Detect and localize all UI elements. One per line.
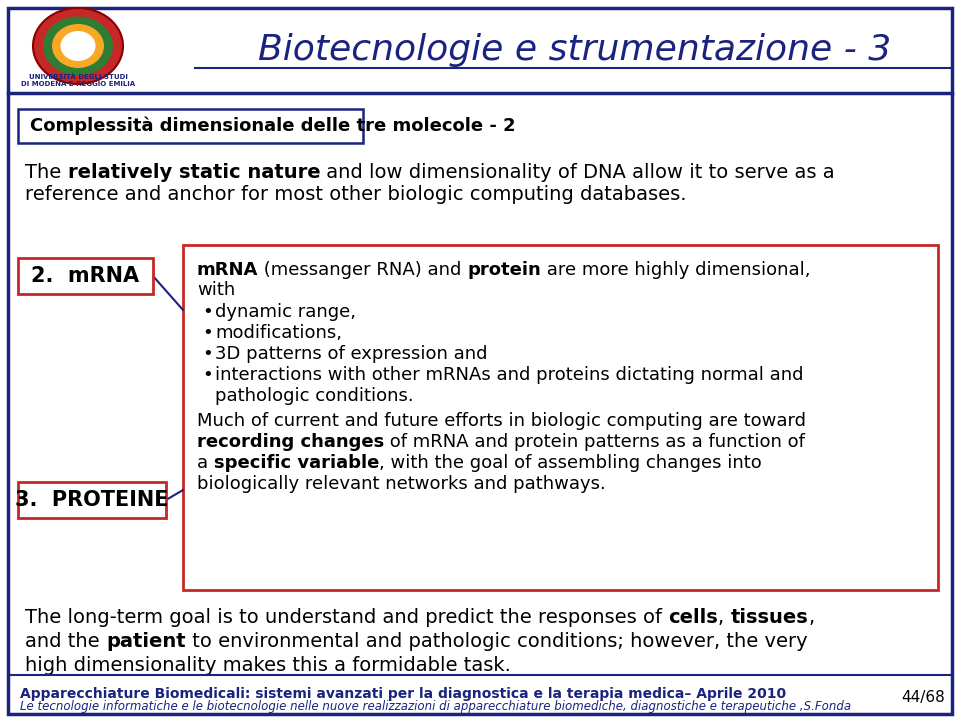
Text: a: a xyxy=(197,454,214,472)
Bar xyxy=(18,109,363,143)
Text: recording changes: recording changes xyxy=(197,433,384,451)
Text: interactions with other mRNAs and proteins dictating normal and: interactions with other mRNAs and protei… xyxy=(215,366,804,384)
Text: The: The xyxy=(25,163,67,182)
Text: reference and anchor for most other biologic computing databases.: reference and anchor for most other biol… xyxy=(25,185,686,204)
Text: , with the goal of assembling changes into: , with the goal of assembling changes in… xyxy=(379,454,762,472)
Bar xyxy=(183,245,938,590)
Text: tissues: tissues xyxy=(731,608,808,627)
Ellipse shape xyxy=(43,17,113,76)
Text: pathologic conditions.: pathologic conditions. xyxy=(215,387,414,405)
Text: with: with xyxy=(197,281,235,299)
Text: (messanger RNA) and: (messanger RNA) and xyxy=(258,261,468,279)
Text: 3.  PROTEINE: 3. PROTEINE xyxy=(15,490,169,510)
Text: modifications,: modifications, xyxy=(215,324,342,342)
Text: to environmental and pathologic conditions; however, the very: to environmental and pathologic conditio… xyxy=(185,632,807,651)
Bar xyxy=(18,482,166,518)
Text: Le tecnologie informatiche e le biotecnologie nelle nuove realizzazioni di appar: Le tecnologie informatiche e le biotecno… xyxy=(20,700,852,713)
Text: •: • xyxy=(202,345,213,363)
Text: dynamic range,: dynamic range, xyxy=(215,303,356,321)
Bar xyxy=(18,258,153,294)
Text: Much of current and future efforts in biologic computing are toward: Much of current and future efforts in bi… xyxy=(197,412,806,430)
Text: ,: , xyxy=(808,608,814,627)
Ellipse shape xyxy=(52,24,104,68)
Text: The long-term goal is to understand and predict the responses of: The long-term goal is to understand and … xyxy=(25,608,668,627)
Text: 44/68: 44/68 xyxy=(901,690,945,705)
Text: 2.  mRNA: 2. mRNA xyxy=(32,266,139,286)
Text: and low dimensionality of DNA allow it to serve as a: and low dimensionality of DNA allow it t… xyxy=(320,163,835,182)
Text: Biotecnologie e strumentazione - 3: Biotecnologie e strumentazione - 3 xyxy=(258,33,892,67)
Text: patient: patient xyxy=(106,632,185,651)
Text: •: • xyxy=(202,366,213,384)
Ellipse shape xyxy=(60,31,95,61)
Text: relatively static nature: relatively static nature xyxy=(67,163,320,182)
Text: are more highly dimensional,: are more highly dimensional, xyxy=(541,261,811,279)
Text: high dimensionality makes this a formidable task.: high dimensionality makes this a formida… xyxy=(25,656,511,675)
Text: of mRNA and protein patterns as a function of: of mRNA and protein patterns as a functi… xyxy=(384,433,805,451)
Text: Apparecchiature Biomedicali: sistemi avanzati per la diagnostica e la terapia me: Apparecchiature Biomedicali: sistemi ava… xyxy=(20,687,786,701)
Ellipse shape xyxy=(33,8,123,84)
Text: 3D patterns of expression and: 3D patterns of expression and xyxy=(215,345,488,363)
Text: ,: , xyxy=(718,608,731,627)
Text: protein: protein xyxy=(468,261,541,279)
Text: and the: and the xyxy=(25,632,106,651)
Text: •: • xyxy=(202,303,213,321)
Text: cells: cells xyxy=(668,608,718,627)
Text: specific variable: specific variable xyxy=(214,454,379,472)
Text: •: • xyxy=(202,324,213,342)
Text: mRNA: mRNA xyxy=(197,261,258,279)
Text: Complessità dimensionale delle tre molecole - 2: Complessità dimensionale delle tre molec… xyxy=(30,117,516,135)
Text: UNIVERSITÀ DEGLI STUDI
DI MODENA E REGGIO EMILIA: UNIVERSITÀ DEGLI STUDI DI MODENA E REGGI… xyxy=(21,73,135,87)
Text: biologically relevant networks and pathways.: biologically relevant networks and pathw… xyxy=(197,475,606,493)
